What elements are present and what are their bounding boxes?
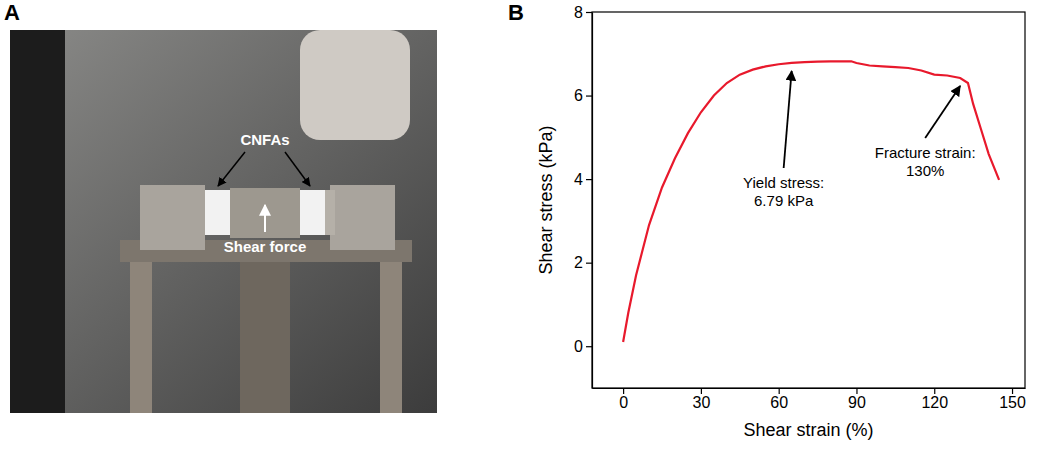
tick-mark	[856, 388, 857, 394]
tick: 8	[574, 4, 592, 21]
panel-a: A CNFAs Shear force	[4, 0, 437, 413]
photo-clamp	[330, 185, 395, 250]
photo-clamp	[140, 185, 205, 250]
annotation: Fracture strain:130%	[875, 144, 976, 179]
photo-middle-block	[230, 188, 300, 238]
tick-mark	[934, 388, 935, 394]
axis-line	[592, 13, 593, 389]
tick: 6	[574, 87, 592, 104]
tick: 120	[921, 388, 948, 411]
photo-cup	[300, 30, 410, 140]
tick-mark	[586, 12, 592, 13]
annotation-arrow	[925, 86, 960, 138]
annotation-line: 6.79 kPa	[754, 192, 814, 209]
y-axis: 0 2 4 6 8	[574, 4, 592, 389]
tick-mark	[586, 263, 592, 264]
photo-label: CNFAs	[240, 131, 289, 148]
tick-mark	[701, 388, 702, 394]
tick: 30	[692, 388, 710, 411]
tick-mark	[1012, 388, 1013, 394]
photo-arrow	[264, 205, 266, 232]
photo-plunger	[240, 262, 290, 413]
tick: 60	[770, 388, 788, 411]
tick-mark	[586, 346, 592, 347]
plot-frame	[592, 12, 1025, 388]
tick: 0	[574, 338, 592, 355]
tick-label: 6	[574, 87, 583, 104]
photo-sample	[300, 190, 325, 235]
panel-letter: B	[508, 0, 524, 25]
tick-mark	[623, 388, 624, 394]
tick: 150	[999, 388, 1026, 411]
panel-letter: A	[4, 0, 20, 25]
tick: 0	[619, 388, 628, 411]
panel-b: B 0 30 60 90 120 150 0 2 4 6 8 Shear strain (%) Shear…	[508, 0, 1026, 440]
photo-arrow	[285, 152, 310, 186]
tick-label: 2	[574, 254, 583, 271]
x-axis: 0 30 60 90 120 150	[593, 388, 1026, 411]
photo-arrow	[218, 152, 245, 186]
annotation-line: 130%	[906, 162, 944, 179]
annotation-arrow	[784, 71, 792, 168]
tick: 4	[574, 171, 592, 188]
tick-label: 8	[574, 4, 583, 21]
tick: 2	[574, 254, 592, 271]
figure: A CNFAs Shear force B 0 30 60 90 120 150 0 2 4 6 8 Shea…	[0, 0, 1044, 453]
tick-mark	[586, 95, 592, 96]
annotation-line: Yield stress:	[743, 174, 824, 191]
photo-post	[130, 255, 152, 413]
tick-label: 90	[848, 394, 866, 411]
photo-post	[380, 255, 402, 413]
tick: 90	[848, 388, 866, 411]
tick-label: 4	[574, 171, 583, 188]
tick-label: 30	[692, 394, 710, 411]
tick-mark	[586, 179, 592, 180]
photo-background	[10, 30, 437, 413]
tick-mark	[779, 388, 780, 394]
annotation: Yield stress:6.79 kPa	[743, 174, 824, 209]
photo-rod	[10, 30, 65, 413]
plot-area	[623, 61, 999, 342]
tick-label: 0	[619, 394, 628, 411]
tick-label: 150	[999, 394, 1026, 411]
annotation-line: Fracture strain:	[875, 144, 976, 161]
y-axis-title: Shear stress (kPa)	[536, 125, 556, 274]
data-line	[623, 61, 999, 342]
x-axis-title: Shear strain (%)	[743, 420, 873, 440]
axis-line	[593, 388, 1026, 389]
photo-side-block	[325, 190, 335, 235]
tick-label: 120	[921, 394, 948, 411]
photo-label: Shear force	[224, 238, 307, 255]
tick-label: 0	[574, 338, 583, 355]
tick-label: 60	[770, 394, 788, 411]
photo-sample	[205, 190, 230, 235]
